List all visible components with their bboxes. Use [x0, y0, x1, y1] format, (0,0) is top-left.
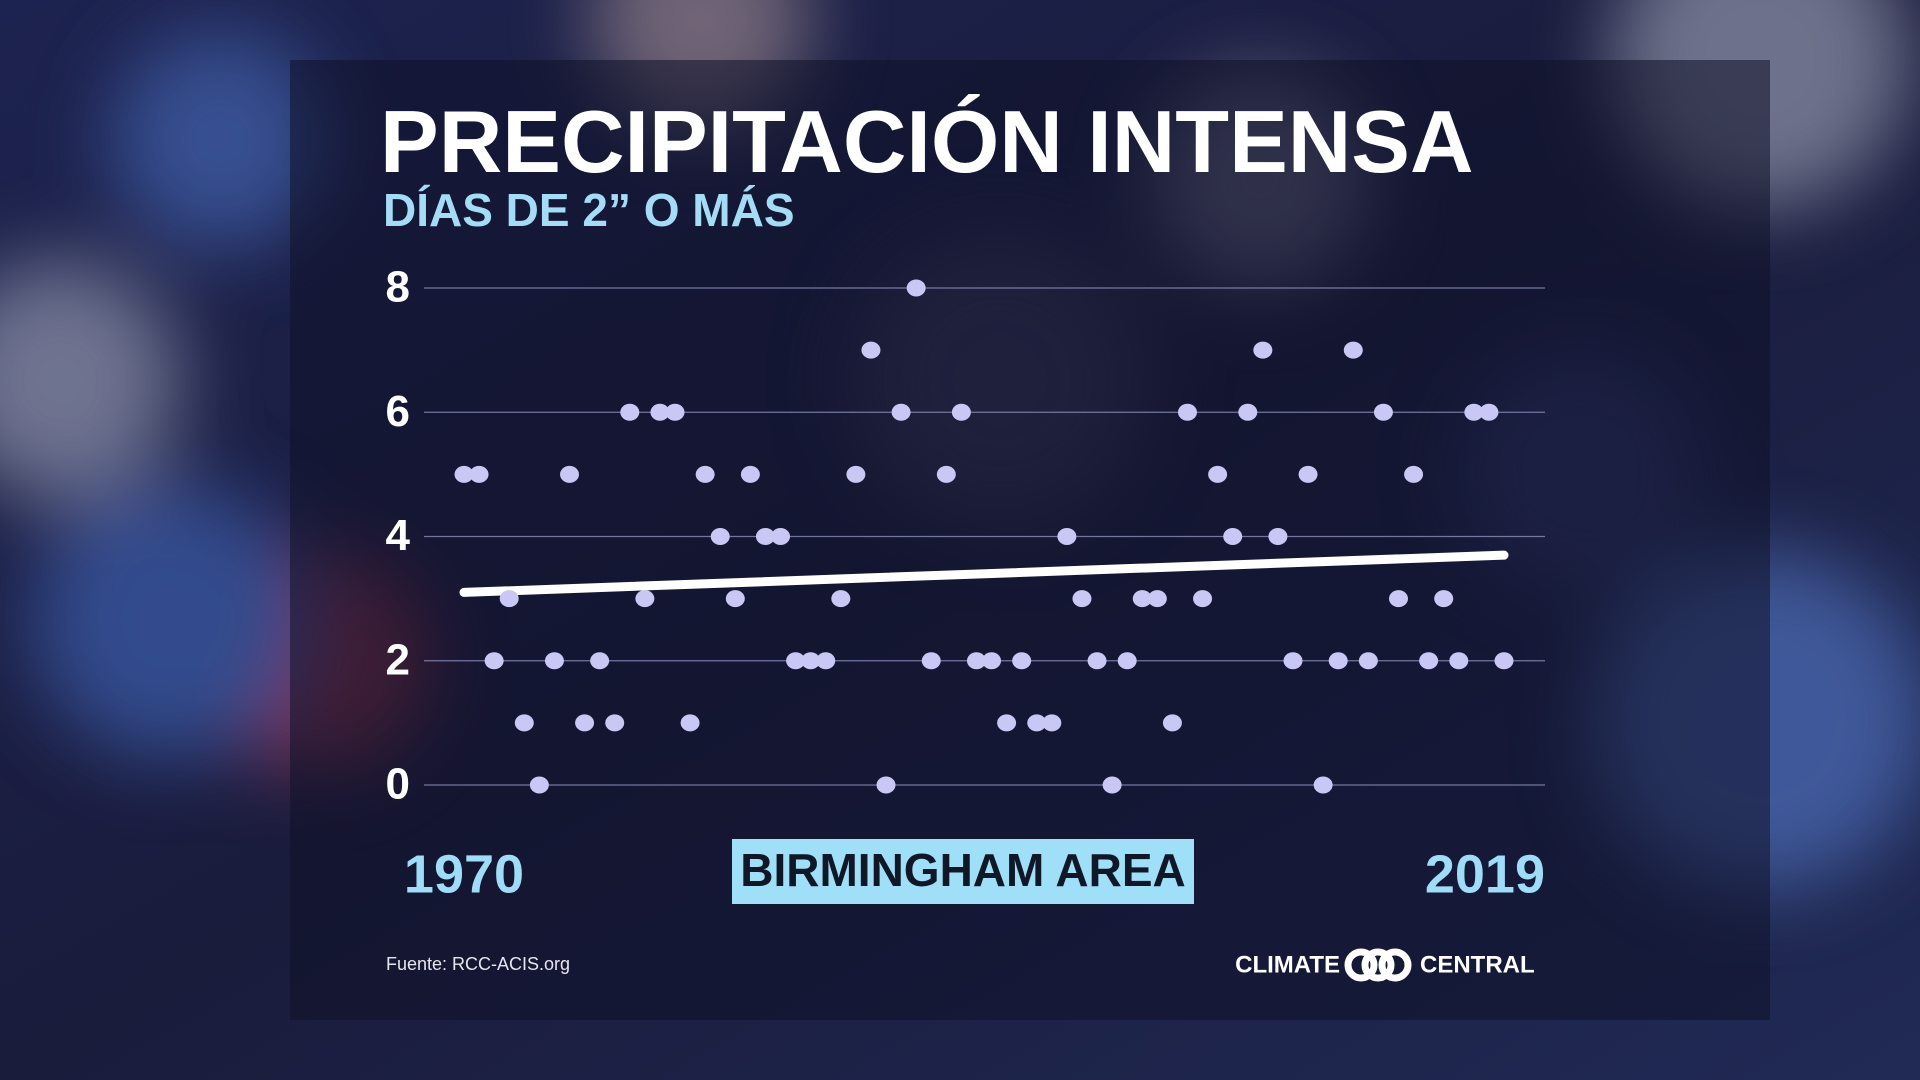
data-point [771, 528, 791, 545]
data-point [469, 465, 489, 483]
y-tick-label: 0 [386, 760, 410, 809]
data-point [876, 776, 896, 794]
data-point [816, 652, 836, 670]
data-point [1238, 403, 1258, 421]
data-point [635, 590, 655, 608]
data-point [1343, 341, 1363, 359]
data-point [1434, 590, 1454, 608]
y-tick-label: 6 [386, 387, 410, 436]
data-point [1162, 714, 1182, 732]
data-point [1494, 652, 1514, 670]
trend-line [459, 550, 1509, 597]
data-point [1072, 590, 1092, 608]
data-point [1479, 403, 1499, 421]
data-point [544, 652, 564, 670]
data-point [1388, 590, 1408, 608]
data-point [1042, 714, 1062, 732]
chart-title: PRECIPITACIÓN INTENSA [380, 92, 1474, 191]
data-point [1313, 776, 1333, 794]
data-point [906, 279, 926, 297]
data-point [484, 652, 504, 670]
data-point [1373, 403, 1393, 421]
data-point [1328, 652, 1348, 670]
y-tick-label: 2 [386, 635, 410, 684]
data-point [560, 465, 580, 483]
data-point [1223, 528, 1243, 545]
data-point [454, 465, 474, 483]
data-point [1177, 403, 1197, 421]
data-point [620, 403, 640, 421]
data-point [1102, 776, 1122, 794]
x-tick-label: 2019 [1425, 844, 1545, 904]
data-point [1193, 590, 1213, 608]
data-point [680, 714, 700, 732]
data-point [499, 590, 519, 608]
data-point [665, 403, 685, 421]
data-point [695, 465, 715, 483]
data-point [951, 403, 971, 421]
data-point [891, 403, 911, 421]
data-point [1012, 652, 1032, 670]
data-point [936, 465, 956, 483]
data-point [1464, 403, 1484, 421]
x-tick-label: 1970 [404, 844, 524, 904]
source: Fuente: RCC-ACIS.org [386, 954, 570, 974]
data-point [529, 776, 549, 794]
data-point [575, 714, 595, 732]
data-point [846, 465, 866, 483]
logo-right: CENTRAL [1420, 951, 1535, 978]
data-point [650, 403, 670, 421]
y-tick-label: 8 [386, 263, 410, 312]
data-point [1358, 652, 1378, 670]
data-point [1147, 590, 1167, 608]
data-point [1117, 652, 1137, 670]
data-point [1268, 528, 1288, 545]
data-point [1283, 652, 1303, 670]
data-point [1208, 465, 1228, 483]
data-point [997, 714, 1017, 732]
data-point [740, 465, 760, 483]
logo-icon [1344, 948, 1412, 982]
data-point [605, 714, 625, 732]
data-point [1419, 652, 1439, 670]
data-point [1253, 341, 1273, 359]
y-tick-label: 4 [386, 511, 411, 560]
data-point [725, 590, 745, 608]
data-point [1087, 652, 1107, 670]
data-point [831, 590, 851, 608]
data-point [590, 652, 610, 670]
data-point [801, 652, 821, 670]
data-point [710, 528, 730, 545]
data-point [1057, 528, 1077, 545]
data-point [861, 341, 881, 359]
region-label: BIRMINGHAM AREA [740, 844, 1186, 896]
region-box [732, 839, 1194, 904]
data-point [786, 652, 806, 670]
chart-subtitle: DÍAS DE 2” O MÁS [383, 184, 795, 236]
data-point [982, 652, 1002, 670]
data-point [1132, 590, 1152, 608]
data-point [755, 528, 775, 545]
data-point [1298, 465, 1318, 483]
data-point [1449, 652, 1469, 670]
logo-left: CLIMATE [1235, 951, 1340, 978]
data-point [921, 652, 941, 670]
data-point [1404, 465, 1424, 483]
data-point [514, 714, 534, 732]
data-point [966, 652, 986, 670]
data-point [1027, 714, 1047, 732]
